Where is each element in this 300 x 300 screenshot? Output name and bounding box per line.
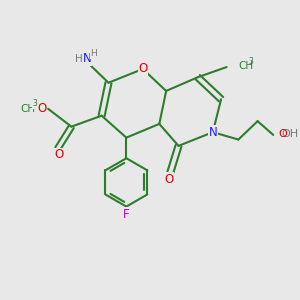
Text: O: O — [164, 173, 173, 186]
Text: 3: 3 — [32, 99, 37, 108]
Text: N: N — [208, 126, 217, 139]
Text: O: O — [278, 128, 287, 139]
Text: H: H — [75, 54, 83, 64]
Text: O: O — [54, 148, 63, 161]
Text: OH: OH — [281, 128, 298, 139]
Text: O: O — [38, 102, 47, 115]
Text: CH: CH — [238, 61, 253, 71]
Text: O: O — [138, 62, 148, 76]
Text: F: F — [123, 208, 130, 221]
Text: CH: CH — [20, 104, 35, 114]
Text: N: N — [83, 52, 92, 65]
Text: H: H — [90, 50, 97, 58]
Text: 3: 3 — [248, 56, 253, 65]
